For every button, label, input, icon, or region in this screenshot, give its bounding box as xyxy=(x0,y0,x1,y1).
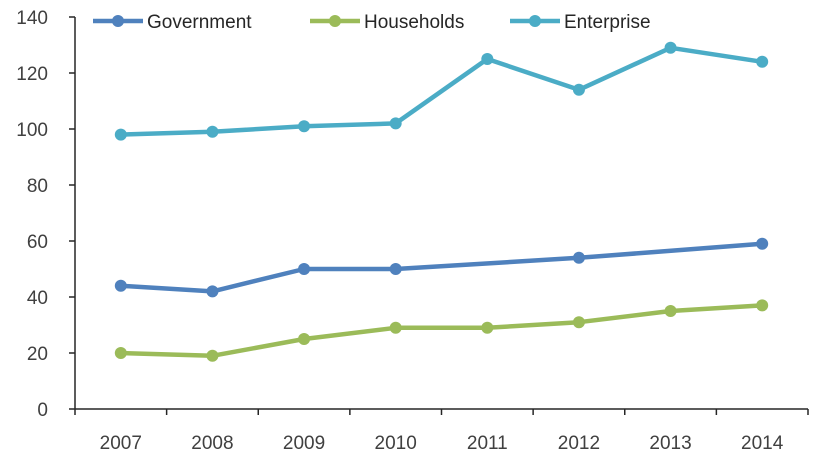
households-data-point xyxy=(389,321,402,334)
households-data-point xyxy=(114,347,127,359)
legend-label: Enterprise xyxy=(564,12,651,33)
legend-item-households: Households xyxy=(310,12,464,33)
government-data-point xyxy=(298,263,311,275)
legend: Government Households Enterprise xyxy=(93,12,651,33)
x-tick-label: 2014 xyxy=(741,433,784,454)
enterprise-data-point xyxy=(756,55,769,68)
households-data-point xyxy=(572,316,585,329)
x-tick-label: 2007 xyxy=(100,433,142,454)
y-tick-label: 140 xyxy=(16,8,48,29)
households-data-point xyxy=(756,299,769,312)
government-data-point xyxy=(389,263,402,275)
legend-item-government: Government xyxy=(93,12,252,33)
axes: 0 20 40 60 80 100 120 140 2007 2008 2009 2010 2011 20… xyxy=(16,8,809,454)
government-series-line xyxy=(118,241,765,294)
y-tick-label: 100 xyxy=(16,120,48,141)
y-tick-label: 80 xyxy=(27,176,48,197)
series-lines xyxy=(118,45,765,359)
series-points xyxy=(114,41,769,362)
y-tick-label: 120 xyxy=(16,64,48,85)
households-data-point xyxy=(481,321,494,334)
y-tick-label: 40 xyxy=(27,288,48,309)
y-tick-label: 0 xyxy=(37,400,48,421)
legend-marker xyxy=(529,15,541,27)
enterprise-data-point xyxy=(664,41,677,54)
households-data-point xyxy=(206,349,219,362)
households-data-point xyxy=(298,333,311,345)
x-tick-label: 2009 xyxy=(283,433,325,454)
y-tick-label: 60 xyxy=(27,232,48,253)
government-data-point xyxy=(206,285,219,298)
households-series-line xyxy=(118,303,765,359)
legend-label: Households xyxy=(364,12,464,33)
x-tick-label: 2012 xyxy=(558,433,600,454)
legend-marker xyxy=(329,15,341,27)
legend-label: Government xyxy=(147,12,252,33)
government-data-point xyxy=(756,237,769,250)
x-tick-label: 2008 xyxy=(191,433,233,454)
enterprise-data-point xyxy=(206,125,219,138)
x-tick-label: 2011 xyxy=(467,433,508,454)
legend-marker xyxy=(112,15,124,27)
enterprise-data-point xyxy=(572,83,585,96)
legend-item-enterprise: Enterprise xyxy=(510,12,651,33)
households-data-point xyxy=(664,305,677,317)
x-tick-label: 2010 xyxy=(375,433,417,454)
government-data-point xyxy=(572,251,585,264)
enterprise-data-point xyxy=(298,120,311,133)
enterprise-series-line xyxy=(118,45,765,137)
enterprise-data-point xyxy=(114,128,127,141)
y-tick-label: 20 xyxy=(27,344,48,365)
enterprise-data-point xyxy=(481,53,494,65)
enterprise-data-point xyxy=(389,117,402,130)
government-data-point xyxy=(114,279,127,292)
x-tick-label: 2013 xyxy=(649,433,691,454)
